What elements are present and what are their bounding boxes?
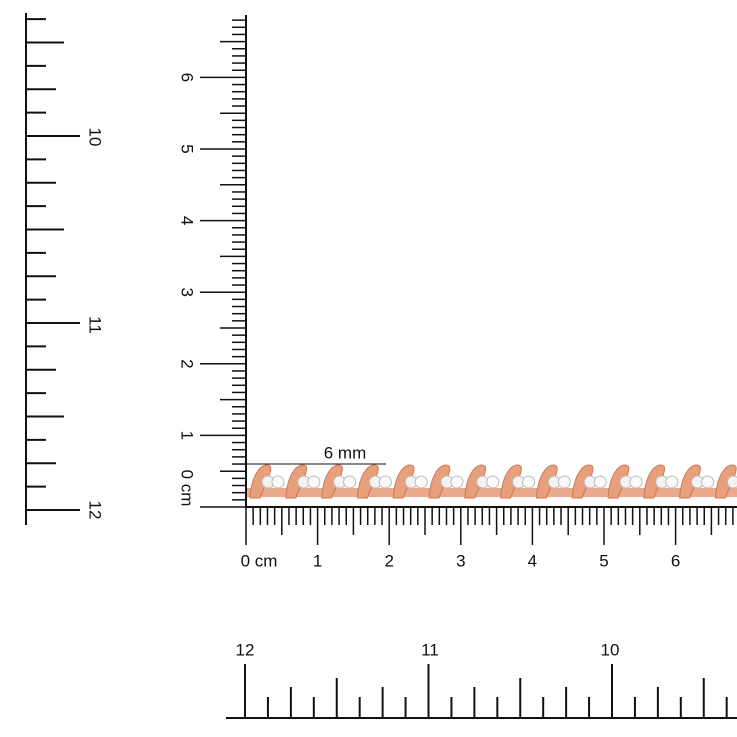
diamond (271, 475, 285, 489)
link (321, 464, 343, 499)
diamond (343, 475, 357, 489)
diamond (557, 475, 571, 489)
ruler-label: 2 (384, 551, 393, 570)
diamond (701, 475, 715, 489)
diamond (665, 475, 679, 489)
ruler-label: 6 (671, 551, 680, 570)
link (392, 464, 415, 499)
ruler-label: 11 (86, 316, 105, 334)
ruler-label: 0 cm (178, 470, 197, 507)
ruler-label: 5 (178, 144, 197, 153)
diamond (378, 475, 392, 489)
ruler-label: 3 (178, 287, 197, 296)
link (464, 464, 487, 499)
bracelet (246, 464, 737, 499)
link (428, 464, 451, 499)
diamond (307, 475, 321, 489)
link (535, 464, 558, 499)
ruler-label: 3 (456, 551, 465, 570)
ruler-label: 11 (421, 640, 439, 659)
ruler-label: 0 cm (241, 551, 278, 570)
link (643, 464, 666, 499)
diamond (486, 475, 500, 489)
ruler-label: 1 (178, 431, 197, 440)
link (285, 464, 308, 499)
link (607, 464, 630, 499)
ruler-label: 12 (86, 501, 105, 520)
link (500, 464, 522, 499)
link (249, 464, 272, 499)
ruler-label: 6 (178, 73, 197, 82)
diamond (629, 475, 643, 489)
ruler-label: 12 (236, 640, 255, 659)
diamond (726, 475, 737, 489)
ruler-label: 10 (86, 128, 105, 147)
ruler-label: 1 (313, 551, 322, 570)
link (679, 464, 701, 499)
diamond (593, 475, 607, 489)
band (246, 488, 737, 497)
diamond (414, 475, 428, 489)
diamond (450, 475, 464, 489)
ruler-ticks (26, 18, 734, 718)
ruler-label: 2 (178, 359, 197, 368)
dimension-label: 6 mm (324, 443, 367, 462)
diamond (522, 475, 536, 489)
link (714, 464, 737, 499)
link (571, 464, 594, 499)
ruler-label: 5 (599, 551, 608, 570)
ruler-label: 4 (528, 551, 537, 570)
ruler-label: 10 (601, 640, 620, 659)
ruler-label: 4 (178, 216, 197, 225)
link (356, 464, 379, 499)
